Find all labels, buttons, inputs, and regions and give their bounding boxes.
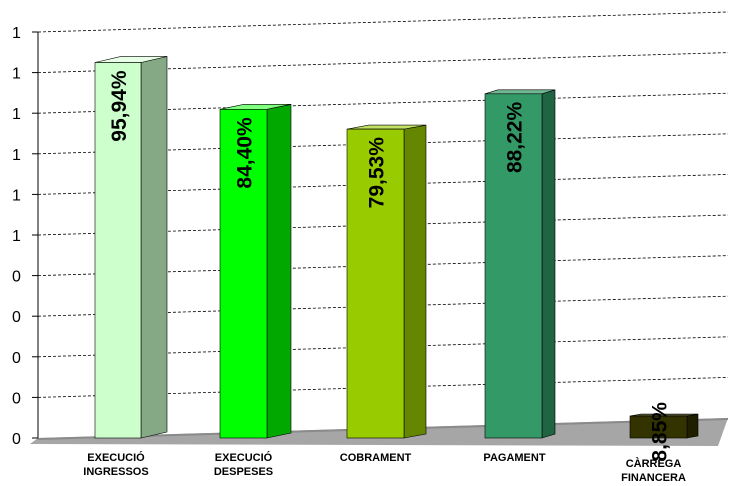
bar-side	[403, 124, 427, 439]
y-tick-label: 1	[12, 228, 21, 245]
axis-layer	[32, 31, 39, 439]
bar	[346, 128, 405, 439]
y-tick-label: 1	[12, 106, 21, 123]
gridline	[37, 11, 729, 33]
y-tick-label: 1	[12, 187, 21, 204]
data-label: 8,85%	[649, 402, 672, 462]
y-tick-label: 0	[12, 350, 21, 367]
bar	[94, 62, 142, 439]
y-tick-label: 0	[12, 431, 21, 448]
bar-side	[686, 413, 699, 439]
bar-side	[541, 89, 556, 439]
y-tick-label: 0	[12, 269, 21, 286]
category-label: COBRAMENT	[340, 452, 412, 464]
data-label: 88,22%	[504, 102, 527, 174]
bar-top	[484, 89, 556, 95]
y-tick-label: 1	[12, 66, 21, 83]
data-label: 79,53%	[366, 137, 389, 209]
category-label: INGRESSOS	[83, 466, 148, 478]
bar-side	[266, 103, 292, 439]
bar	[484, 93, 543, 439]
labels-layer: 0 0 0 0 0 1 1 1 1 1 1 95,94% EXECUCIÓ INGRESSOS 84,40%…	[12, 25, 686, 484]
category-label: DESPESES	[214, 466, 273, 478]
category-label: PAGAMENT	[483, 452, 545, 464]
category-label: EXECUCIÓ	[87, 451, 145, 464]
y-tick-label: 1	[12, 25, 21, 42]
bar	[219, 109, 268, 439]
data-label: 95,94%	[108, 70, 131, 142]
category-label: CÀRREGA	[626, 457, 682, 470]
category-label: FINANCERA	[621, 472, 686, 484]
data-label: 84,40%	[234, 117, 257, 189]
category-label: EXECUCIÓ	[215, 451, 273, 464]
y-tick-label: 1	[12, 147, 21, 164]
bar	[629, 415, 688, 439]
bar-side	[140, 56, 168, 439]
y-tick-label: 0	[12, 309, 21, 326]
bars-layer	[94, 56, 699, 439]
y-tick-label: 0	[12, 390, 21, 407]
